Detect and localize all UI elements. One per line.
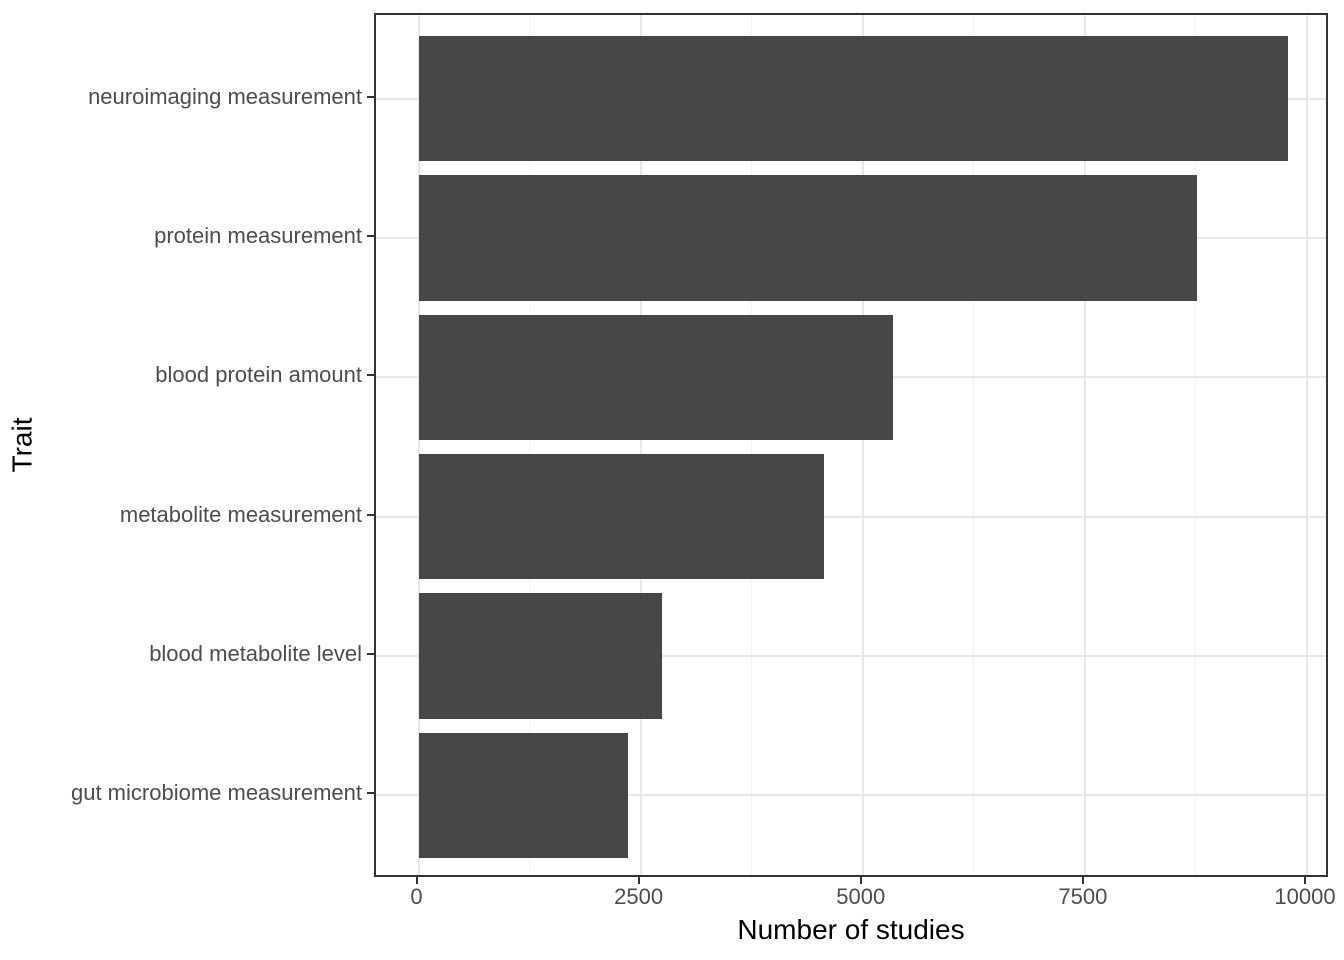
minor-gridline — [973, 15, 975, 875]
y-axis-title-text: Trait — [6, 417, 37, 473]
y-axis-title: Trait — [0, 13, 44, 877]
bar — [418, 314, 893, 441]
x-axis-tick-mark — [859, 877, 862, 884]
y-tick-label: metabolite measurement — [119, 501, 362, 527]
major-gridline-vertical — [1306, 15, 1308, 875]
y-axis-tick-mark — [367, 653, 374, 656]
major-gridline-horizontal — [376, 794, 1326, 797]
x-tick-label: 5000 — [836, 884, 886, 909]
y-tick-label: blood protein amount — [155, 362, 362, 388]
major-gridline-vertical — [861, 15, 864, 875]
x-tick-label: 2500 — [614, 884, 664, 909]
bar — [418, 35, 1289, 162]
major-gridline-horizontal — [376, 515, 1326, 518]
minor-gridline — [751, 15, 753, 875]
x-axis-tick-mark — [415, 877, 418, 884]
plot-panel — [374, 13, 1328, 877]
y-tick-label: gut microbiome measurement — [70, 780, 362, 806]
bar — [418, 593, 662, 719]
y-tick-label: blood metabolite level — [149, 641, 362, 667]
x-axis-tick-mark — [1081, 877, 1084, 884]
bars-layer — [376, 15, 1326, 875]
y-axis-tick-mark — [367, 374, 374, 377]
major-gridline-vertical — [1083, 15, 1086, 875]
x-axis-tick-mark — [637, 877, 640, 884]
x-tick-label: 7500 — [1058, 884, 1108, 909]
major-gridline-vertical — [639, 15, 642, 875]
y-tick-label: protein measurement — [154, 222, 362, 248]
y-axis-tick-mark — [367, 792, 374, 795]
y-axis-tick-mark — [367, 513, 374, 516]
x-tick-label: 0 — [410, 884, 423, 909]
minor-gridline — [1195, 15, 1197, 875]
major-gridline-horizontal — [376, 655, 1326, 658]
major-gridline-vertical — [417, 15, 420, 875]
y-axis-tick-mark — [367, 95, 374, 98]
bar — [418, 175, 1197, 301]
bar — [418, 453, 824, 580]
x-axis-tick-mark — [1304, 877, 1306, 884]
x-tick-label: 10000 — [1274, 884, 1336, 909]
x-axis-title: Number of studies — [737, 914, 965, 945]
bar — [418, 732, 629, 859]
minor-gridline — [529, 15, 531, 875]
y-tick-label: neuroimaging measurement — [88, 83, 362, 109]
y-axis-tick-mark — [367, 234, 374, 237]
minor-gridlines-layer — [376, 15, 1326, 875]
